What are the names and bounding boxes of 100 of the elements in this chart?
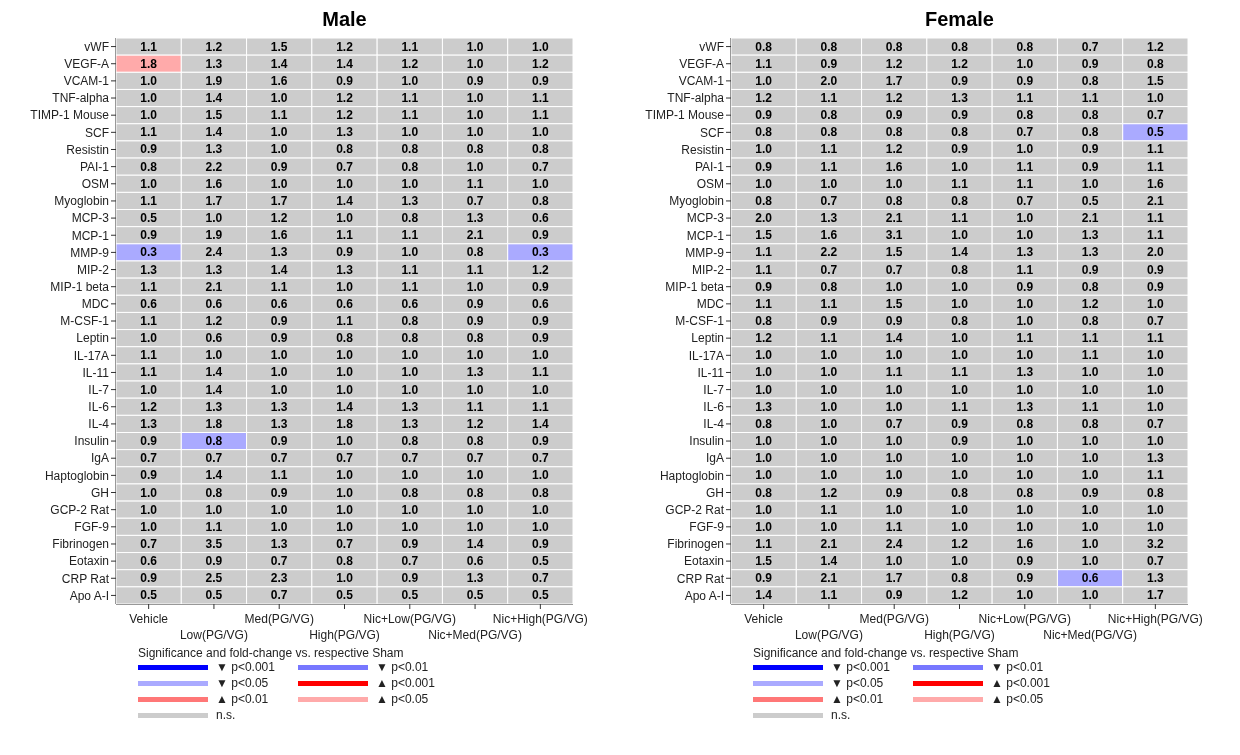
data-label: 0.8 — [532, 193, 550, 208]
y-tick-label: IgA — [90, 451, 109, 466]
data-label: 1.0 — [401, 245, 419, 260]
data-label: 2.3 — [270, 571, 288, 586]
data-label: 0.7 — [466, 193, 484, 208]
data-label: 0.7 — [270, 588, 288, 603]
data-label: 1.0 — [466, 39, 484, 54]
data-label: 0.8 — [336, 331, 354, 346]
data-label: 0.8 — [755, 314, 773, 328]
data-label: 1.6 — [820, 228, 838, 243]
x-tick-label: Nic+Med(PG/VG) — [1043, 628, 1137, 642]
y-tick-label: VCAM-1 — [678, 74, 725, 89]
data-label: 1.5 — [755, 554, 773, 569]
x-tick-label: Nic+Low(PG/VG) — [978, 612, 1071, 626]
data-label: 0.6 — [1081, 571, 1099, 586]
data-label: 0.5 — [205, 588, 223, 603]
data-label: 1.3 — [205, 56, 223, 71]
data-label: 1.0 — [885, 451, 903, 466]
data-label: 1.0 — [755, 502, 773, 517]
data-label: 0.9 — [755, 571, 773, 586]
data-label: 1.4 — [951, 245, 969, 260]
data-label: 1.0 — [401, 382, 419, 397]
data-label: 0.9 — [1081, 56, 1099, 71]
data-label: 3.5 — [205, 536, 223, 551]
data-label: 0.8 — [1081, 125, 1099, 140]
y-tick-label: FGF-9 — [74, 520, 110, 535]
data-label: 1.3 — [466, 571, 484, 586]
y-tick-label: VEGF-A — [679, 56, 724, 71]
data-label: 1.0 — [140, 502, 158, 517]
y-tick-label: MMP-9 — [685, 245, 725, 260]
y-tick-label: IL-17A — [688, 348, 724, 363]
data-label: 1.2 — [466, 416, 484, 431]
data-label: 2.4 — [205, 245, 223, 260]
data-label: 1.4 — [885, 331, 903, 346]
data-label: 0.9 — [1016, 571, 1034, 586]
data-label: 1.0 — [532, 502, 550, 517]
data-label: 1.4 — [466, 536, 484, 551]
data-label: 2.2 — [820, 245, 838, 260]
data-label: 0.5 — [401, 588, 419, 603]
data-label: 1.0 — [820, 434, 838, 449]
data-label: 0.7 — [1081, 39, 1099, 54]
data-label: 1.0 — [885, 434, 903, 449]
data-label: 1.0 — [1147, 348, 1165, 363]
data-label: 1.1 — [755, 536, 773, 551]
y-tick-label: MCP-1 — [71, 228, 110, 243]
chart-title: Male — [321, 8, 368, 32]
data-label: 1.1 — [140, 193, 158, 208]
y-tick-label: PAI-1 — [694, 159, 725, 174]
data-label: 1.0 — [885, 382, 903, 397]
data-label: 0.8 — [401, 314, 419, 328]
data-label: 1.0 — [951, 331, 969, 346]
x-tick-label: High(PG/VG) — [309, 628, 380, 642]
data-label: 0.7 — [1147, 554, 1165, 569]
data-label: 0.7 — [270, 451, 288, 466]
data-label: 1.2 — [1147, 39, 1165, 54]
data-label: 0.5 — [532, 588, 550, 603]
data-label: 0.7 — [336, 159, 354, 174]
data-label: 1.0 — [820, 468, 838, 483]
data-label: 1.0 — [1081, 502, 1099, 517]
data-label: 1.3 — [140, 416, 158, 431]
data-label: 1.3 — [1016, 365, 1034, 380]
text: ▼ p<0.05 — [831, 676, 884, 690]
y-tick-label: VEGF-A — [64, 56, 109, 71]
data-label: 0.9 — [1016, 554, 1034, 569]
data-label: 1.2 — [885, 56, 903, 71]
y-tick-label: Resistin — [681, 142, 724, 157]
text: ▲ p<0.05 — [991, 692, 1044, 706]
y-tick-label: IL-17A — [73, 348, 109, 363]
data-label: 1.0 — [140, 519, 158, 534]
data-label: 1.1 — [951, 365, 969, 380]
data-label: 2.1 — [466, 228, 484, 243]
data-label: 1.0 — [951, 348, 969, 363]
data-label: 1.1 — [755, 262, 773, 277]
data-label: 1.1 — [820, 588, 838, 603]
text: ▼ p<0.01 — [991, 660, 1044, 674]
text: ▲ p<0.05 — [376, 692, 429, 706]
data-label: 1.1 — [820, 159, 838, 174]
data-label: 1.0 — [1016, 588, 1034, 603]
data-label: 1.2 — [336, 39, 354, 54]
data-label: 1.1 — [1147, 468, 1165, 483]
data-label: 0.8 — [1016, 416, 1034, 431]
data-label: 1.4 — [532, 416, 550, 431]
data-label: 1.8 — [336, 416, 354, 431]
data-label: 0.8 — [140, 159, 158, 174]
data-label: 1.0 — [140, 73, 158, 88]
data-label: 0.8 — [820, 39, 838, 54]
data-label: 1.1 — [820, 331, 838, 346]
data-label: 1.0 — [820, 399, 838, 414]
data-label: 0.9 — [270, 314, 288, 328]
data-label: 1.0 — [1147, 399, 1165, 414]
data-label: 1.8 — [140, 56, 158, 71]
data-label: 0.8 — [1081, 416, 1099, 431]
data-label: 1.0 — [336, 519, 354, 534]
data-label: 1.2 — [755, 91, 773, 106]
text: ▲ p<0.001 — [376, 676, 435, 690]
data-label: 1.0 — [401, 519, 419, 534]
data-label: 1.1 — [270, 468, 288, 483]
text: ▲ p<0.01 — [831, 692, 884, 706]
data-label: 0.9 — [755, 279, 773, 294]
data-label: 1.0 — [140, 382, 158, 397]
